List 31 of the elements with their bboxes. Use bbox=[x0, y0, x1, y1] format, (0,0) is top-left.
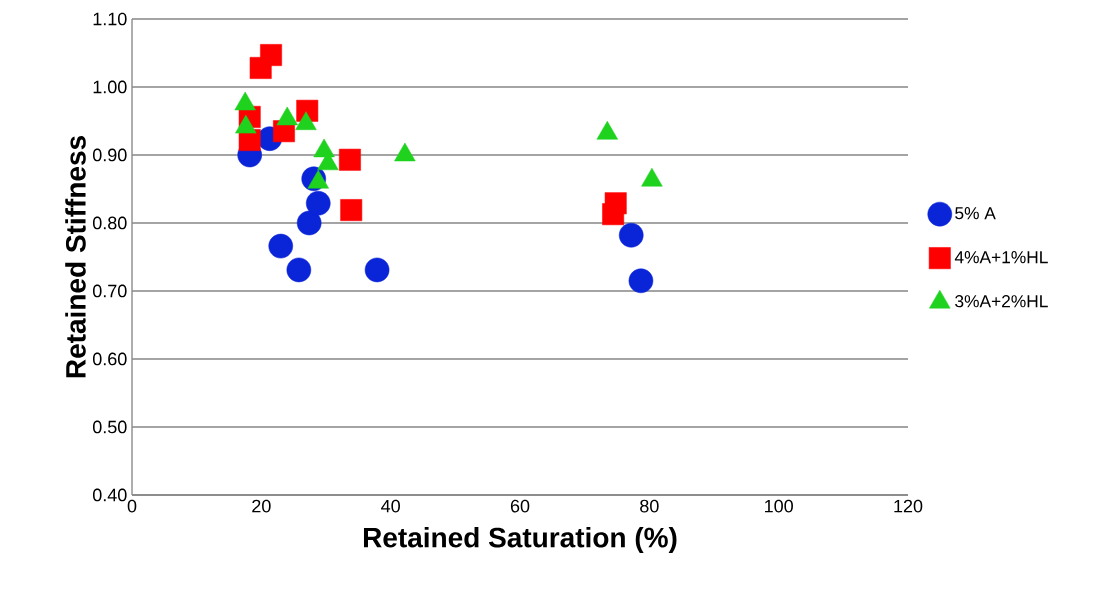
y-tick-label: 0.50 bbox=[92, 420, 127, 434]
x-tick-label: 40 bbox=[381, 499, 400, 513]
y-tick-label: 0.70 bbox=[92, 284, 127, 298]
legend-label: 4%A+1%HL bbox=[954, 251, 1048, 264]
legend-label: 5% A bbox=[955, 207, 996, 220]
y-tick-label: 0.60 bbox=[92, 352, 127, 366]
y-tick-label: 1.10 bbox=[93, 12, 127, 26]
point bbox=[340, 199, 363, 222]
y-tick-label: 0.80 bbox=[92, 216, 127, 230]
x-tick-label: 120 bbox=[894, 499, 923, 513]
point bbox=[618, 222, 644, 248]
point bbox=[628, 268, 654, 294]
y-tick-label: 1.00 bbox=[93, 80, 127, 94]
x-tick-label: 80 bbox=[640, 499, 659, 513]
x-axis-title: Retained Saturation (%) bbox=[363, 526, 677, 554]
y-axis-title: Retained Stiffness bbox=[65, 136, 86, 378]
point bbox=[364, 257, 390, 283]
x-tick-label: 60 bbox=[510, 499, 530, 513]
point bbox=[296, 210, 322, 236]
point bbox=[305, 191, 331, 216]
legend-label: 3%A+2%HL bbox=[955, 295, 1048, 308]
x-tick-label: 0 bbox=[127, 499, 137, 513]
point bbox=[268, 233, 294, 259]
y-tick-label: 0.90 bbox=[92, 148, 127, 162]
y-tick-label: 0.40 bbox=[92, 488, 127, 502]
x-tick-label: 100 bbox=[765, 499, 793, 513]
x-tick-label: 20 bbox=[252, 499, 271, 513]
point bbox=[604, 192, 627, 215]
point bbox=[339, 148, 361, 171]
point bbox=[286, 257, 312, 283]
point bbox=[260, 44, 282, 66]
